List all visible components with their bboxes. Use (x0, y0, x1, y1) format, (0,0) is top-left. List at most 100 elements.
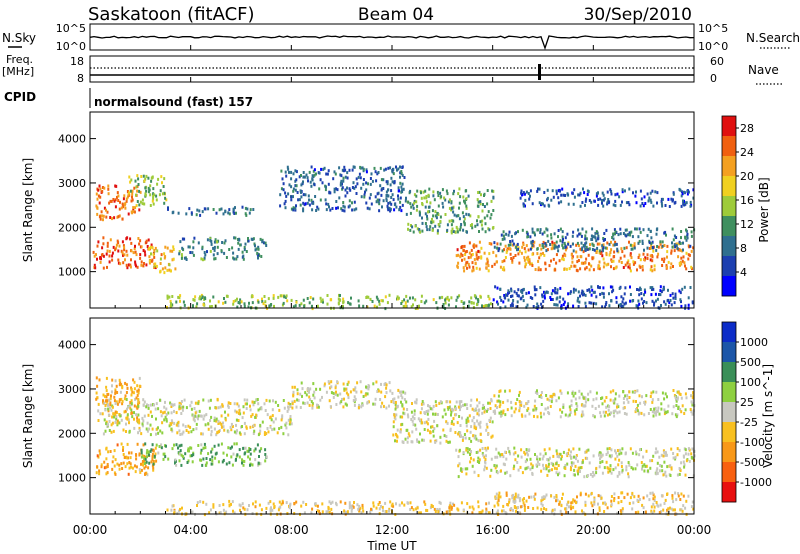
heatmap-cell (642, 301, 644, 305)
heatmap-cell (616, 405, 618, 409)
heatmap-cell (604, 303, 607, 306)
heatmap-cell (545, 508, 548, 512)
heatmap-cell (160, 446, 163, 450)
heatmap-cell (656, 245, 659, 248)
heatmap-cell (140, 468, 143, 472)
heatmap-cell (362, 167, 365, 171)
heatmap-cell (445, 510, 448, 514)
heatmap-cell (516, 294, 519, 298)
heatmap-cell (179, 402, 182, 406)
heatmap-cell (685, 228, 687, 232)
heatmap-cell (189, 251, 192, 254)
heatmap-cell (609, 467, 612, 471)
heatmap-cell (279, 193, 282, 197)
heatmap-cell (207, 399, 210, 403)
heatmap-cell (536, 460, 539, 464)
heatmap-cell (555, 245, 558, 249)
heatmap-cell (130, 393, 133, 397)
heatmap-cell (99, 412, 102, 416)
heatmap-cell (524, 198, 527, 202)
heatmap-cell (481, 209, 484, 213)
heatmap-cell (225, 462, 228, 466)
heatmap-cell (617, 405, 620, 409)
heatmap-cell (217, 422, 220, 425)
heatmap-cell (335, 187, 337, 191)
heatmap-cell (343, 205, 346, 209)
heatmap-cell (580, 466, 583, 469)
heatmap-cell (369, 193, 372, 197)
heatmap-cell (203, 414, 206, 418)
heatmap-cell (574, 473, 576, 477)
heatmap-cell (389, 201, 392, 205)
heatmap-cell (639, 265, 642, 269)
heatmap-cell (101, 246, 104, 250)
heatmap-cell (468, 414, 471, 418)
heatmap-cell (395, 205, 398, 209)
heatmap-cell (143, 459, 146, 463)
heatmap-cell (450, 231, 453, 235)
heatmap-cell (425, 410, 428, 413)
heatmap-cell (588, 288, 591, 292)
heatmap-cell (376, 305, 378, 309)
heatmap-cell (458, 201, 461, 205)
heatmap-cell (413, 409, 416, 413)
heatmap-cell (243, 246, 246, 249)
heatmap-cell (195, 415, 198, 419)
heatmap-cell (292, 305, 295, 309)
heatmap-cell (327, 508, 330, 512)
heatmap-cell (134, 206, 137, 210)
heatmap-cell (517, 468, 520, 472)
heatmap-cell (539, 231, 542, 234)
heatmap-cell (438, 224, 441, 228)
heatmap-cell (288, 422, 291, 426)
heatmap-cell (538, 457, 541, 461)
heatmap-cell (329, 208, 332, 212)
heatmap-cell (601, 453, 604, 457)
heatmap-cell (688, 253, 691, 257)
heatmap-cell (671, 241, 673, 245)
heatmap-cell (621, 507, 624, 511)
heatmap-cell (571, 256, 574, 260)
heatmap-cell (456, 507, 459, 511)
heatmap-cell (160, 414, 163, 418)
heatmap-cell (152, 253, 155, 257)
heatmap-cell (555, 192, 558, 196)
heatmap-cell (502, 400, 505, 404)
heatmap-cell (385, 190, 388, 194)
heatmap-cell (490, 399, 493, 403)
heatmap-cell (382, 187, 385, 190)
heatmap-cell (494, 285, 497, 289)
heatmap-cell (118, 207, 121, 211)
heatmap-cell (246, 207, 249, 211)
heatmap-cell (200, 297, 203, 301)
heatmap-cell (588, 268, 591, 272)
heatmap-cell (152, 449, 155, 453)
heatmap-cell (157, 431, 160, 435)
heatmap-cell (300, 504, 303, 508)
heatmap-cell (463, 244, 466, 248)
heatmap-cell (365, 188, 368, 192)
heatmap-cell (455, 254, 458, 258)
heatmap-cell (533, 404, 536, 408)
heatmap-cell (328, 399, 331, 403)
heatmap-cell (633, 391, 636, 394)
heatmap-cell (649, 198, 652, 202)
heatmap-cell (624, 452, 627, 456)
heatmap-cell (256, 443, 259, 447)
heatmap-cell (293, 385, 296, 389)
heatmap-cell (148, 259, 151, 263)
heatmap-cell (592, 414, 595, 418)
heatmap-cell (476, 298, 479, 302)
heatmap-cell (607, 470, 610, 474)
heatmap-cell (336, 393, 339, 397)
heatmap-cell (512, 499, 515, 503)
heatmap-cell (429, 407, 432, 411)
heatmap-cell (628, 231, 631, 235)
heatmap-cell (470, 450, 472, 454)
heatmap-cell (626, 492, 629, 496)
heatmap-cell (502, 504, 505, 508)
heatmap-cell (388, 507, 391, 511)
heatmap-cell (392, 425, 395, 429)
heatmap-cell (633, 495, 636, 499)
heatmap-cell (115, 400, 118, 404)
